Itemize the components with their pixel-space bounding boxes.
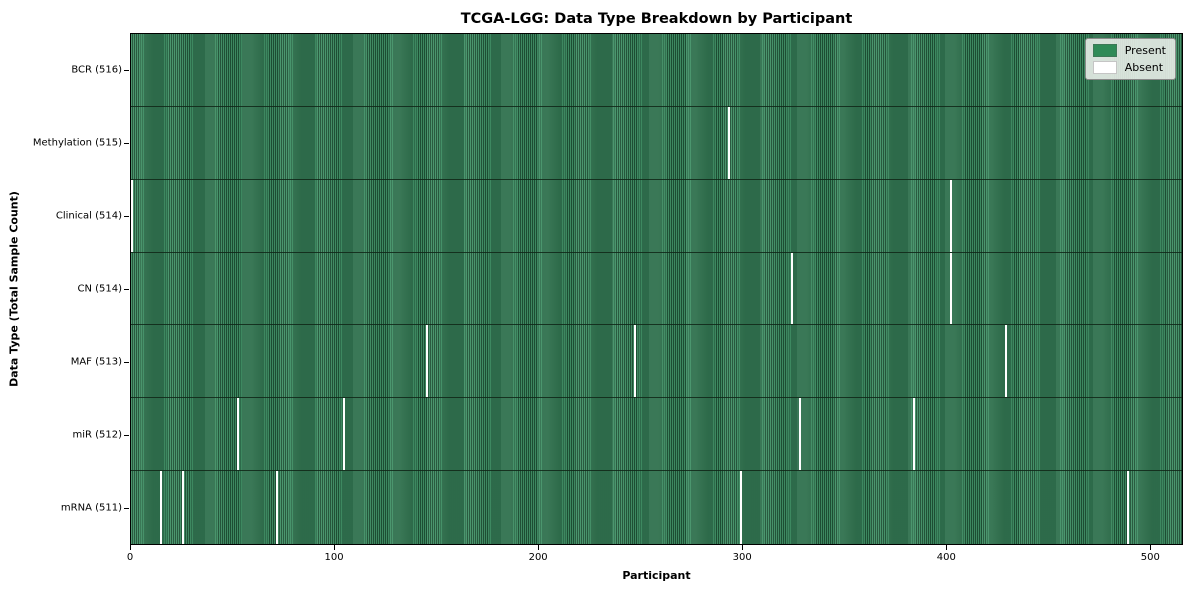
y-axis-label: Data Type (Total Sample Count): [7, 191, 21, 387]
y-tick-mark: [124, 289, 129, 290]
y-tick-label-BCR: BCR (516): [71, 64, 122, 76]
x-tick-label-200: 200: [528, 552, 548, 563]
x-tick-mark: [1150, 545, 1152, 550]
x-tick-mark: [742, 545, 744, 550]
y-tick-mark: [124, 362, 129, 364]
y-tick-mark: [124, 508, 129, 510]
y-tick-mark: [124, 435, 129, 437]
heatmap-row-BCR: [131, 34, 1182, 107]
absent-mark: [159, 471, 162, 544]
legend: Present Absent: [1084, 38, 1176, 80]
absent-mark: [236, 398, 239, 471]
absent-mark: [913, 398, 916, 471]
y-tick-mark: [124, 142, 129, 144]
chart-title: TCGA-LGG: Data Type Breakdown by Partici…: [460, 11, 853, 27]
heatmap-row-CN: [131, 252, 1182, 326]
absent-mark: [181, 471, 184, 544]
x-tick-mark: [538, 545, 540, 550]
absent-mark: [1127, 471, 1129, 544]
absent-mark: [634, 325, 637, 398]
y-tick-label-Clinical: Clinical (514): [55, 210, 122, 222]
absent-mark: [949, 252, 952, 325]
heatmap-row-mRNA: [131, 471, 1182, 544]
x-tick-mark: [334, 545, 336, 550]
absent-mark: [342, 398, 345, 471]
x-tick-label-0: 0: [126, 552, 134, 563]
heatmap-row-miR: [131, 398, 1182, 472]
legend-entry-absent: Absent: [1092, 61, 1166, 74]
y-tick-label-MAF: MAF (513): [70, 356, 122, 368]
absent-mark: [275, 471, 278, 544]
y-tick-label-miR: miR (512): [72, 429, 122, 441]
legend-label-absent: Absent: [1124, 61, 1164, 74]
y-tick-label-mRNA: mRNA (511): [60, 502, 122, 514]
y-tick-label-CN: CN (514): [77, 283, 122, 295]
heatmap-row-Clinical: [131, 179, 1182, 253]
absent-mark: [426, 325, 429, 398]
heatmap-plot-area: [130, 33, 1183, 545]
x-tick-label-400: 400: [936, 552, 956, 563]
x-tick-mark: [946, 545, 948, 550]
absent-mark: [1004, 325, 1007, 398]
y-tick-label-Methylation: Methylation (515): [32, 137, 122, 149]
absent-swatch-icon: [1092, 61, 1117, 74]
x-tick-label-100: 100: [324, 552, 344, 563]
absent-mark: [790, 252, 793, 325]
y-tick-mark: [124, 215, 129, 217]
x-tick-mark: [130, 545, 131, 550]
legend-label-present: Present: [1124, 44, 1166, 57]
x-tick-label-500: 500: [1140, 552, 1160, 563]
absent-mark: [727, 106, 730, 179]
absent-mark: [949, 179, 952, 252]
absent-mark: [740, 471, 742, 544]
absent-mark: [799, 398, 802, 471]
x-tick-label-300: 300: [732, 552, 752, 563]
y-tick-mark: [124, 69, 129, 71]
x-axis-label: Participant: [622, 569, 691, 582]
heatmap-row-Methylation: [131, 106, 1182, 180]
absent-mark: [131, 179, 133, 252]
legend-entry-present: Present: [1092, 44, 1166, 57]
heatmap-row-MAF: [131, 325, 1182, 399]
present-swatch-icon: [1092, 44, 1117, 57]
